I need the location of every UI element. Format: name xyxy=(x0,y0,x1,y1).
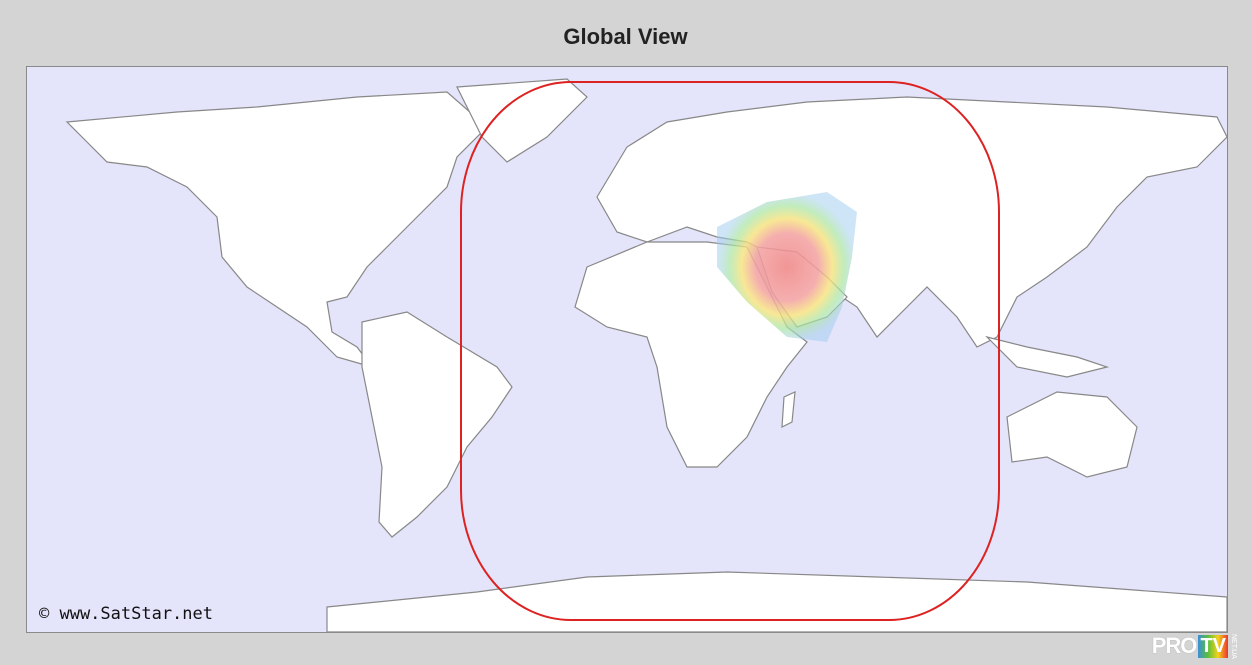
south-america xyxy=(361,311,513,538)
logo-tv: TV xyxy=(1198,634,1228,658)
page-title: Global View xyxy=(563,24,688,49)
protv-logo: PRO TV NET.UA xyxy=(1152,633,1237,659)
antarctica xyxy=(326,571,1227,632)
copyright-text: © www.SatStar.net xyxy=(39,604,213,624)
madagascar xyxy=(781,391,796,429)
north-america xyxy=(65,91,488,369)
southeast-asia-islands xyxy=(985,335,1110,378)
australia xyxy=(1006,391,1138,478)
continents xyxy=(65,78,1227,632)
footprint-outline xyxy=(460,81,1000,621)
greenland xyxy=(456,78,588,163)
coverage-beam xyxy=(717,192,857,342)
map-canvas xyxy=(65,78,1227,632)
world-map[interactable]: © www.SatStar.net xyxy=(26,66,1228,633)
logo-pro: PRO xyxy=(1151,633,1198,658)
logo-net: NET.UA xyxy=(1230,633,1237,659)
